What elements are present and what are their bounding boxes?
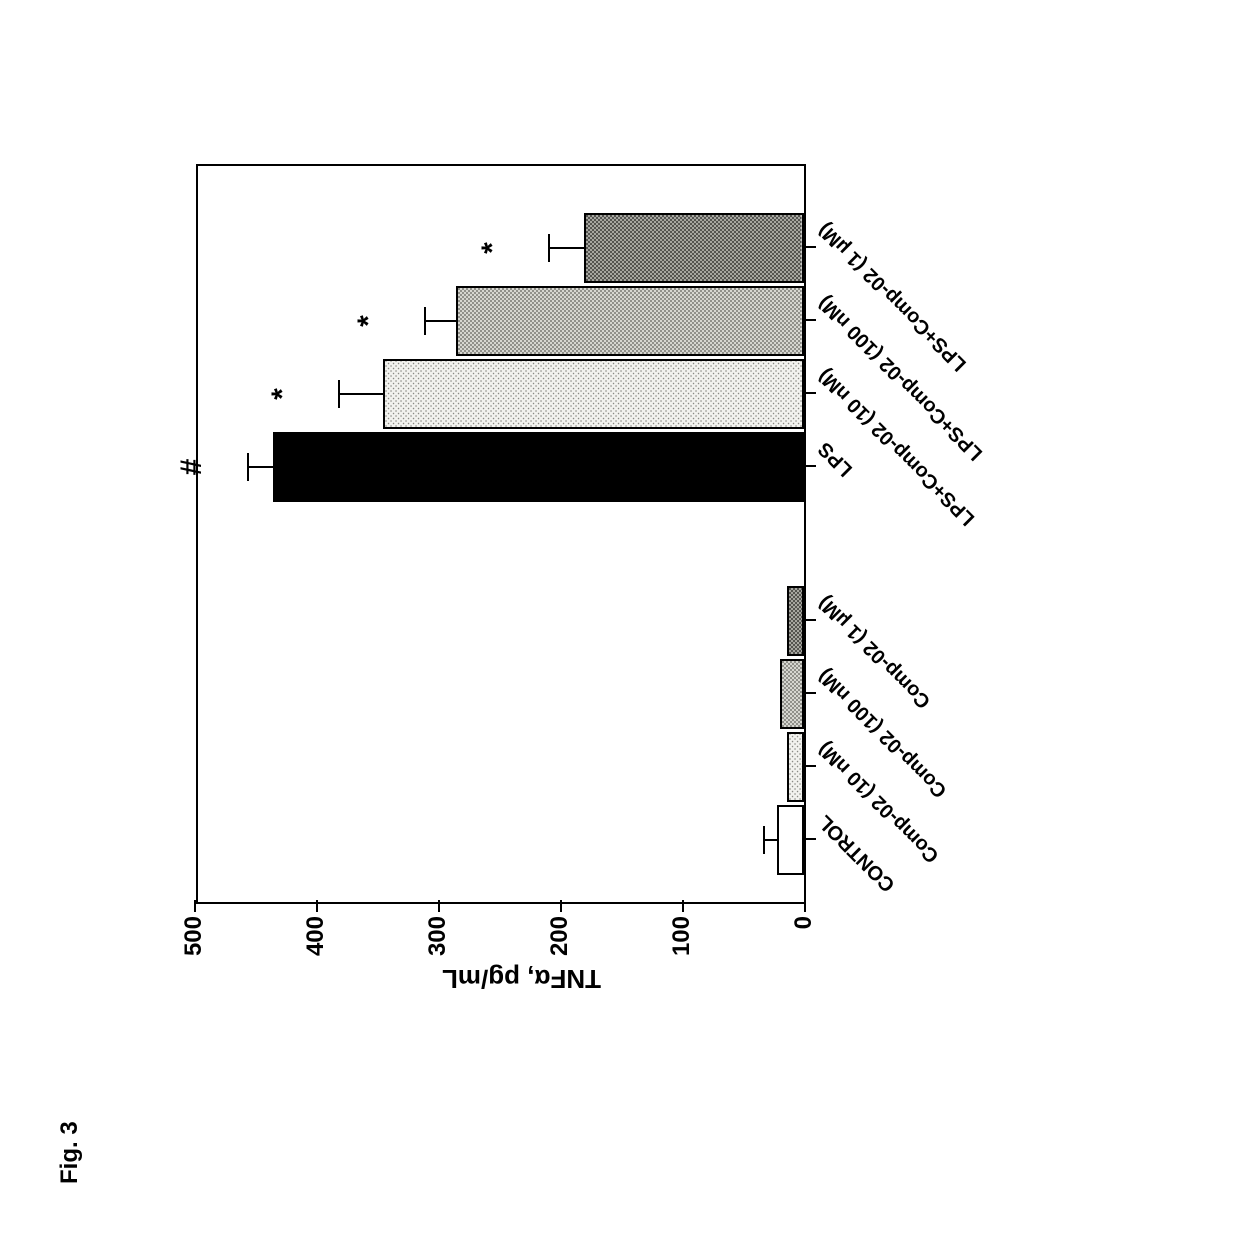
bar [787, 586, 804, 656]
y-tick: 400 [302, 902, 330, 976]
significance-marker: * [266, 388, 300, 400]
bar-fill [789, 734, 802, 800]
x-label: LPS [804, 437, 858, 491]
figure-label: Fig. 3 [56, 1121, 84, 1184]
bar [456, 286, 804, 356]
bar [273, 432, 804, 502]
bar [584, 213, 804, 283]
bar-fill [782, 661, 802, 727]
significance-marker: * [352, 315, 386, 327]
bar-fill [789, 588, 802, 654]
bar-fill [385, 361, 802, 427]
y-axis-label: TNFα, pg/mL [442, 963, 601, 994]
y-tick: 200 [546, 902, 574, 976]
y-tick: 500 [180, 902, 208, 976]
y-tick: 300 [424, 902, 452, 976]
bar [777, 805, 804, 875]
bar [780, 659, 804, 729]
bar-fill [458, 288, 802, 354]
y-tick: 100 [668, 902, 696, 976]
rotated-stage: Fig. 3 TNFα, pg/mL 0100200300400500CONTR… [0, 4, 1240, 1244]
y-tick: 0 [790, 902, 818, 976]
bar-fill [586, 215, 802, 281]
significance-marker: * [476, 242, 510, 254]
plot-area: TNFα, pg/mL 0100200300400500CONTROLComp-… [196, 164, 806, 904]
significance-marker: # [175, 459, 209, 476]
bar [787, 732, 804, 802]
bar [383, 359, 804, 429]
